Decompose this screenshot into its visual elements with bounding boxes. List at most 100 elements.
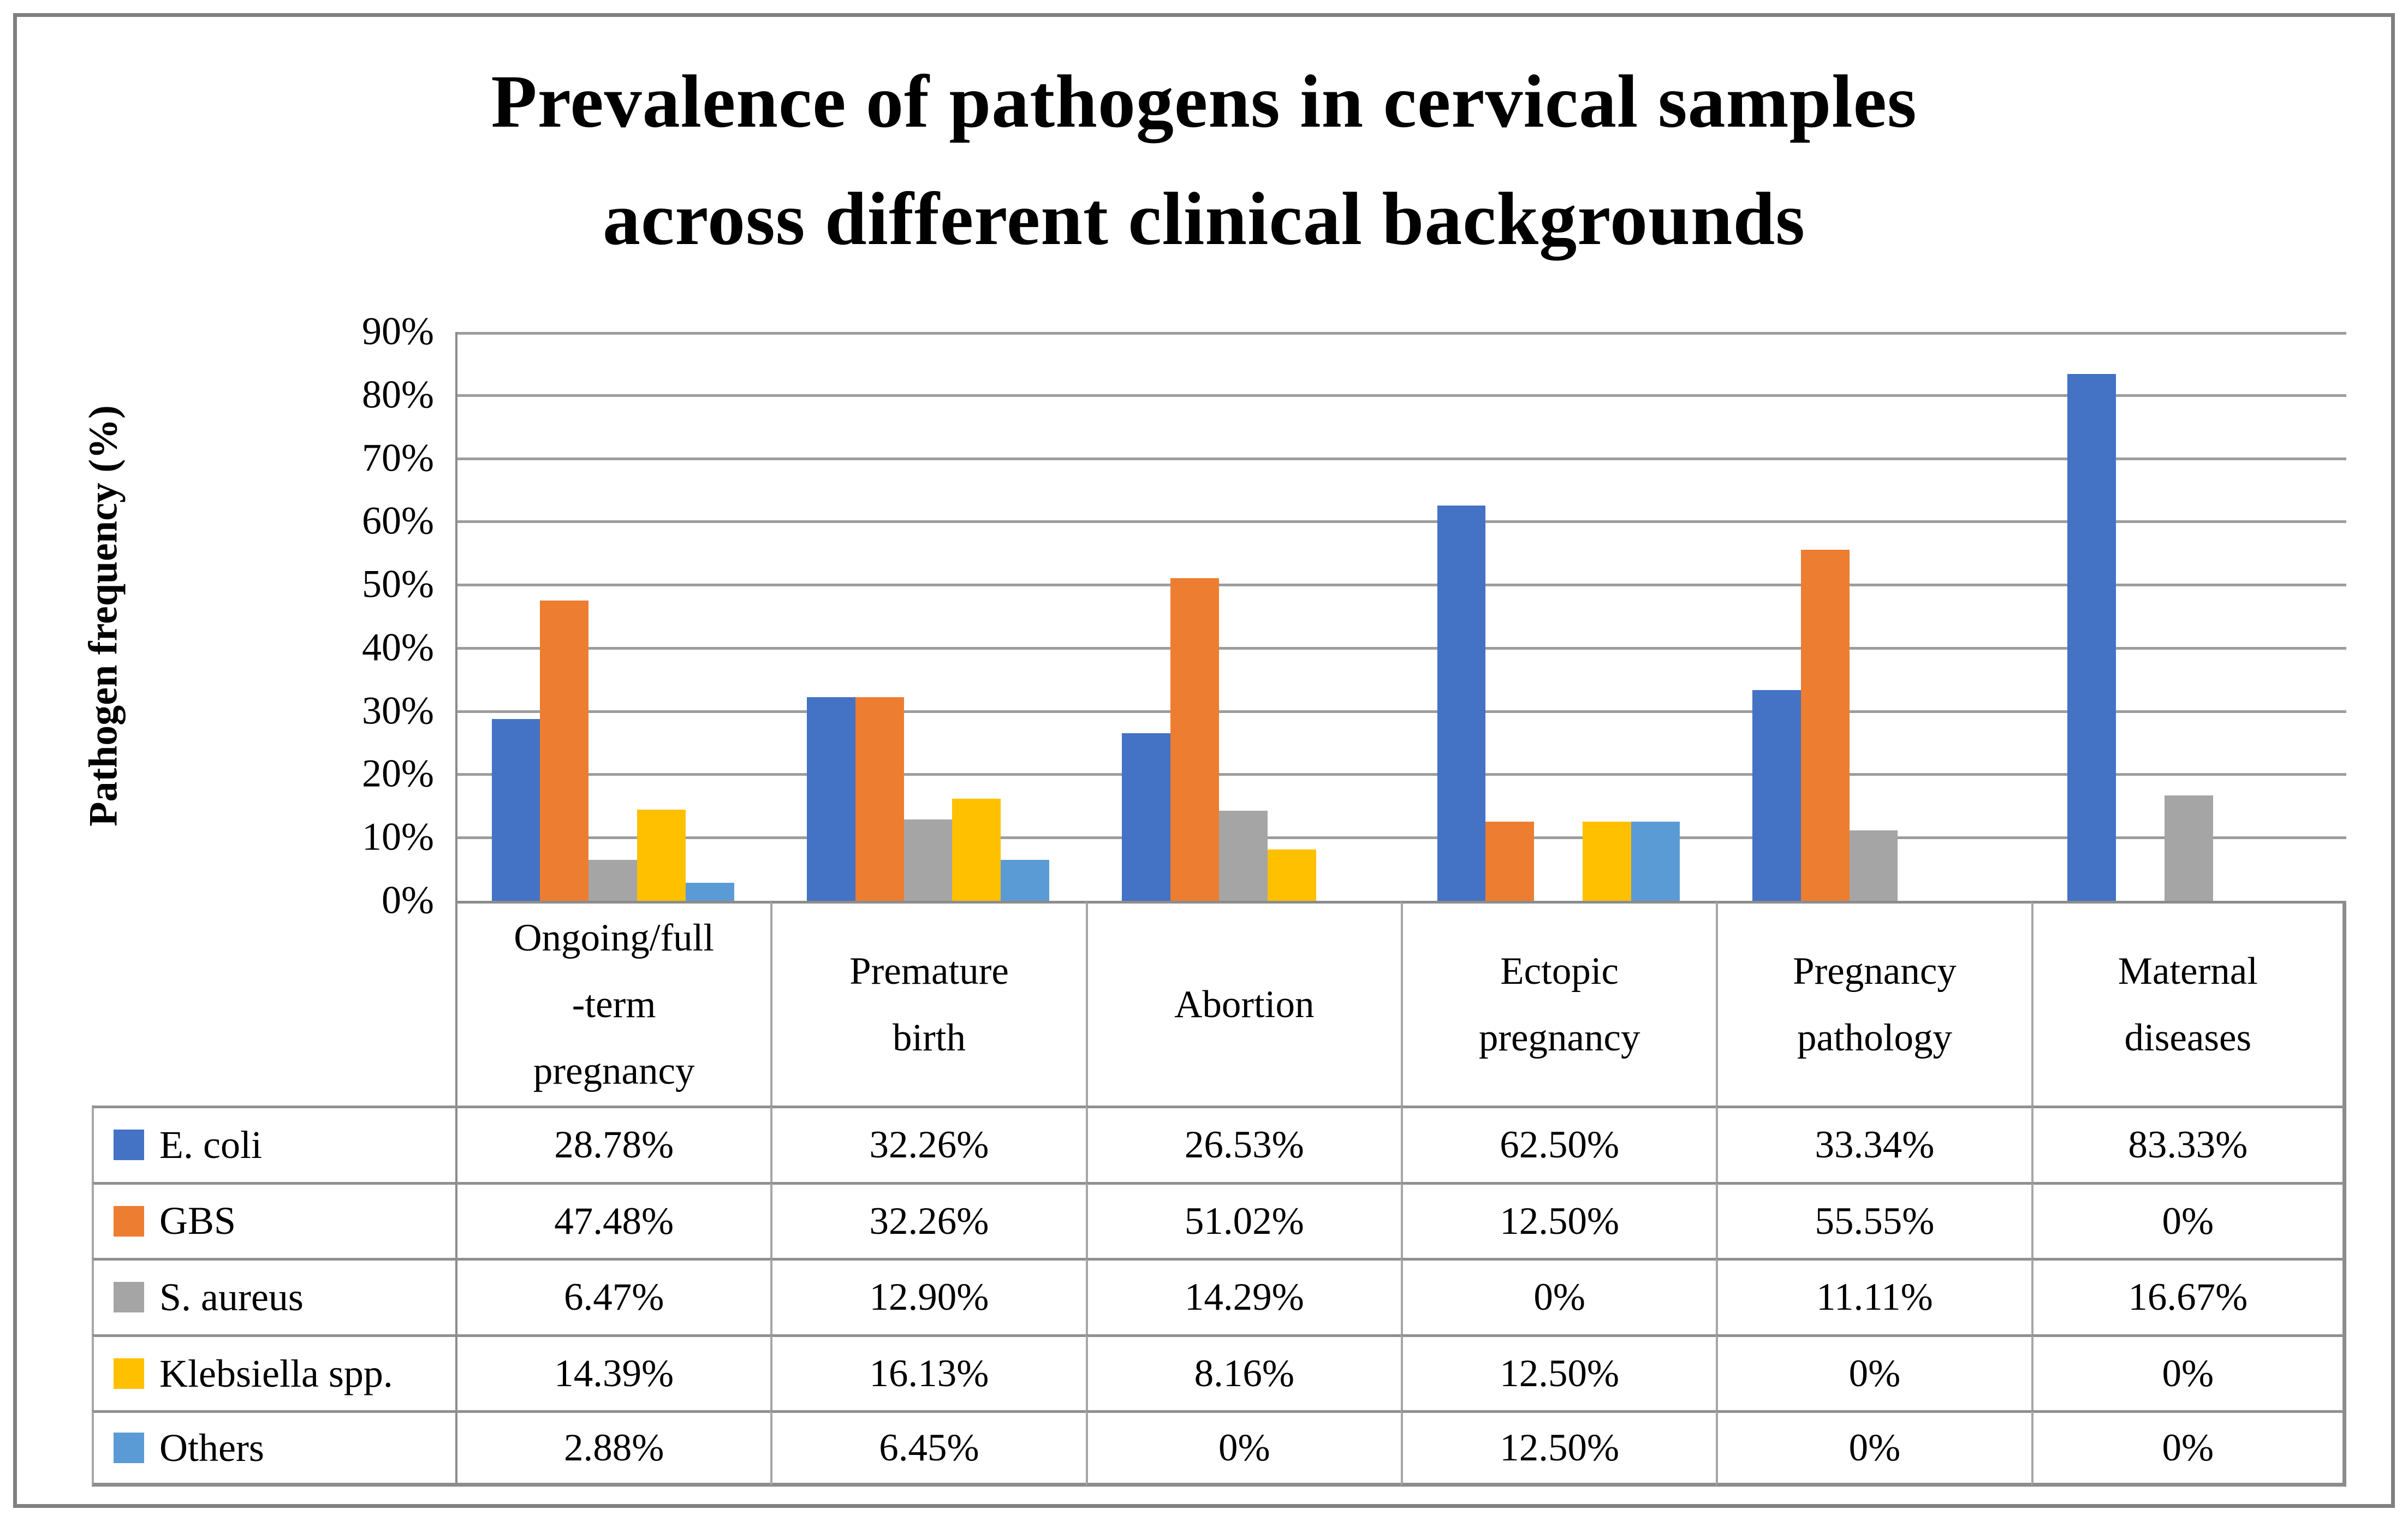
value-cell-e-coli-cat4: 33.34% (1716, 1106, 2031, 1182)
y-tick-40: 40% (362, 625, 434, 669)
y-tick-10: 10% (362, 815, 434, 859)
value-cell-others-cat5: 0% (2031, 1410, 2346, 1487)
value-cell-others-cat3: 12.50% (1400, 1410, 1716, 1487)
y-tick-90: 90% (362, 309, 434, 353)
gridline-10 (457, 836, 2346, 840)
bar-s-aureus-cat4 (1849, 830, 1898, 901)
bar-gbs-cat2 (1170, 578, 1219, 901)
category-header-ongoing-full: Ongoing/full -term pregnancy (455, 901, 771, 1106)
legend-item-gbs: GBS (92, 1181, 455, 1258)
chart-title: Prevalence of pathogens in cervical samp… (0, 43, 2408, 278)
gridline-80 (457, 394, 2346, 397)
value-cell-gbs-cat2: 51.02% (1085, 1181, 1401, 1258)
data-table: Ongoing/full -term pregnancy Premature bi… (92, 901, 2346, 1487)
bar-klebsiella-spp-cat1 (952, 799, 1001, 901)
value-cell-s-aureus-cat2: 14.29% (1085, 1258, 1401, 1334)
bar-others-cat1 (1001, 860, 1050, 901)
legend-label-e-coli: E. coli (159, 1122, 262, 1167)
category-header-premature: Premature birth (770, 901, 1086, 1106)
value-cell-klebsiella-spp-cat0: 14.39% (455, 1334, 771, 1411)
figure-border (13, 13, 2395, 1508)
chart-title-line-2: across different clinical backgrounds (603, 177, 1805, 261)
legend-label-gbs: GBS (159, 1199, 236, 1243)
gridline-60 (457, 520, 2346, 524)
gridline-20 (457, 773, 2346, 776)
y-tick-60: 60% (362, 498, 434, 543)
bar-e-coli-cat2 (1122, 733, 1171, 901)
value-cell-others-cat0: 2.88% (455, 1410, 771, 1487)
value-cell-s-aureus-cat4: 11.11% (1716, 1258, 2031, 1334)
value-cell-others-cat1: 6.45% (770, 1410, 1086, 1487)
category-header-maternal: Maternal diseases (2031, 901, 2346, 1106)
y-tick-20: 20% (362, 751, 434, 795)
value-cell-e-coli-cat5: 83.33% (2031, 1106, 2346, 1182)
legend-key-e-coli-icon (114, 1130, 144, 1161)
legend-key-others-icon (114, 1433, 144, 1464)
y-tick-70: 70% (362, 436, 434, 480)
value-cell-gbs-cat3: 12.50% (1400, 1181, 1716, 1258)
legend-item-e-coli: E. coli (92, 1106, 455, 1182)
value-cell-others-cat2: 0% (1085, 1410, 1401, 1487)
bar-e-coli-cat4 (1752, 690, 1801, 901)
y-tick-80: 80% (362, 372, 434, 417)
value-cell-e-coli-cat2: 26.53% (1085, 1106, 1401, 1182)
legend-label-s-aureus: S. aureus (159, 1275, 304, 1319)
legend-label-others: Others (159, 1425, 264, 1470)
value-cell-e-coli-cat0: 28.78% (455, 1106, 771, 1182)
gridline-50 (457, 584, 2346, 587)
bar-e-coli-cat1 (806, 697, 855, 901)
legend-key-s-aureus-icon (114, 1282, 144, 1313)
gridline-70 (457, 457, 2346, 460)
value-cell-klebsiella-spp-cat5: 0% (2031, 1334, 2346, 1411)
bar-s-aureus-cat5 (2164, 795, 2213, 901)
value-cell-klebsiella-spp-cat1: 16.13% (770, 1334, 1086, 1411)
category-header-pregnancy: Pregnancy pathology (1716, 901, 2031, 1106)
value-cell-s-aureus-cat5: 16.67% (2031, 1258, 2346, 1334)
category-header-ectopic: Ectopic pregnancy (1400, 901, 1716, 1106)
bar-e-coli-cat0 (491, 718, 540, 901)
bar-klebsiella-spp-cat3 (1583, 822, 1631, 901)
y-tick-0: 0% (382, 878, 434, 922)
y-axis-title: Pathogen frequency (%) (81, 405, 126, 827)
gridline-90 (457, 332, 2346, 335)
value-cell-gbs-cat5: 0% (2031, 1181, 2346, 1258)
bar-e-coli-cat5 (2067, 374, 2116, 901)
bar-s-aureus-cat2 (1218, 810, 1268, 901)
value-cell-gbs-cat4: 55.55% (1716, 1181, 2031, 1258)
bar-gbs-cat1 (855, 697, 904, 901)
chart-title-line-1: Prevalence of pathogens in cervical samp… (491, 60, 1917, 143)
value-cell-e-coli-cat3: 62.50% (1400, 1106, 1716, 1182)
value-cell-s-aureus-cat0: 6.47% (455, 1258, 771, 1334)
category-header-abortion: Abortion (1085, 901, 1401, 1106)
bar-others-cat3 (1631, 822, 1680, 901)
bar-s-aureus-cat1 (903, 819, 953, 901)
gridline-30 (457, 710, 2346, 713)
legend-key-gbs-icon (114, 1205, 144, 1237)
value-cell-gbs-cat0: 47.48% (455, 1181, 771, 1258)
bar-e-coli-cat3 (1437, 506, 1486, 901)
value-cell-s-aureus-cat1: 12.90% (770, 1258, 1086, 1334)
bar-klebsiella-spp-cat2 (1267, 849, 1316, 901)
value-cell-klebsiella-spp-cat3: 12.50% (1400, 1334, 1716, 1411)
value-cell-klebsiella-spp-cat2: 8.16% (1085, 1334, 1401, 1411)
bar-klebsiella-spp-cat0 (637, 810, 686, 901)
bar-gbs-cat4 (1800, 549, 1850, 901)
legend-key-klebsiella-spp-icon (114, 1358, 144, 1389)
value-cell-e-coli-cat1: 32.26% (770, 1106, 1086, 1182)
plot-area (455, 332, 2346, 901)
legend-item-klebsiella-spp: Klebsiella spp. (92, 1334, 455, 1411)
legend-label-klebsiella-spp: Klebsiella spp. (159, 1351, 393, 1395)
y-tick-30: 30% (362, 688, 434, 733)
value-cell-s-aureus-cat3: 0% (1400, 1258, 1716, 1334)
legend-item-others: Others (92, 1410, 455, 1487)
bar-gbs-cat0 (540, 601, 589, 901)
value-cell-others-cat4: 0% (1716, 1410, 2031, 1487)
bar-gbs-cat3 (1485, 822, 1535, 901)
y-tick-50: 50% (362, 562, 434, 606)
table-corner-blank (92, 901, 455, 1106)
value-cell-gbs-cat1: 32.26% (770, 1181, 1086, 1258)
value-cell-klebsiella-spp-cat4: 0% (1716, 1334, 2031, 1411)
bar-others-cat0 (685, 882, 734, 901)
legend-item-s-aureus: S. aureus (92, 1258, 455, 1334)
